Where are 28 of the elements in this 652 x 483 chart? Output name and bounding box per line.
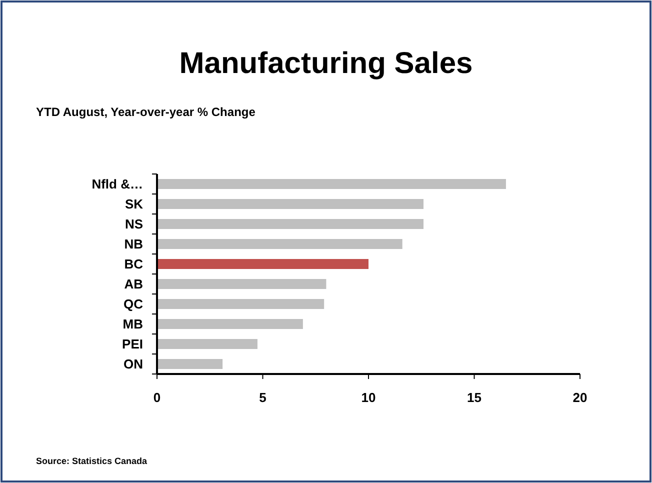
bar xyxy=(157,179,506,189)
chart-title: Manufacturing Sales xyxy=(179,47,473,80)
y-tick-label: BC xyxy=(124,256,144,272)
y-tick-label: NS xyxy=(124,216,144,232)
bar xyxy=(157,259,368,269)
bar xyxy=(157,279,326,289)
y-tick-label: SK xyxy=(124,196,144,212)
y-tick-label: NB xyxy=(124,236,143,252)
bar xyxy=(157,359,223,369)
x-tick-label: 0 xyxy=(153,390,161,405)
bar xyxy=(157,219,424,229)
source-note: Source: Statistics Canada xyxy=(36,456,148,466)
x-tick-label: 20 xyxy=(572,390,588,405)
y-tick-label: ON xyxy=(124,356,143,372)
y-tick-label: AB xyxy=(124,276,143,292)
y-tick-label: PEI xyxy=(122,336,143,352)
chart-subtitle: YTD August, Year-over-year % Change xyxy=(36,105,256,119)
x-tick-label: 15 xyxy=(467,390,482,405)
y-tick-label: MB xyxy=(122,316,143,332)
bar xyxy=(157,299,324,309)
bar xyxy=(157,339,258,349)
bar xyxy=(157,319,303,329)
bar xyxy=(157,199,424,209)
y-tick-label: QC xyxy=(124,296,144,312)
bar xyxy=(157,239,402,249)
x-tick-label: 10 xyxy=(361,390,376,405)
x-tick-label: 5 xyxy=(259,390,266,405)
y-tick-label: Nfld &… xyxy=(92,176,143,192)
